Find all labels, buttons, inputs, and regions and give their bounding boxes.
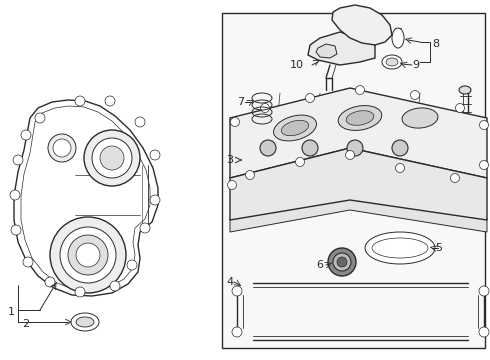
Polygon shape (332, 5, 392, 45)
Text: 7: 7 (237, 97, 244, 107)
Ellipse shape (273, 115, 317, 141)
Ellipse shape (76, 243, 100, 267)
Ellipse shape (392, 28, 404, 48)
Ellipse shape (479, 327, 489, 337)
Ellipse shape (105, 96, 115, 106)
Ellipse shape (50, 217, 126, 293)
Ellipse shape (322, 46, 332, 56)
Polygon shape (230, 88, 487, 178)
Ellipse shape (245, 171, 254, 180)
Ellipse shape (479, 286, 489, 296)
Ellipse shape (261, 104, 270, 113)
Ellipse shape (127, 260, 137, 270)
Ellipse shape (53, 139, 71, 157)
Ellipse shape (338, 105, 382, 130)
Text: 1: 1 (8, 307, 15, 317)
Ellipse shape (328, 248, 356, 276)
Ellipse shape (76, 317, 94, 327)
Ellipse shape (281, 120, 309, 136)
Ellipse shape (23, 257, 33, 267)
Ellipse shape (295, 158, 304, 166)
Ellipse shape (357, 24, 364, 32)
Ellipse shape (150, 195, 160, 205)
Ellipse shape (45, 277, 55, 287)
Ellipse shape (230, 117, 240, 126)
Ellipse shape (84, 130, 140, 186)
Ellipse shape (75, 96, 85, 106)
Ellipse shape (140, 223, 150, 233)
Text: 5: 5 (435, 243, 442, 253)
Ellipse shape (480, 161, 489, 170)
Polygon shape (222, 13, 485, 348)
Ellipse shape (382, 55, 402, 69)
Ellipse shape (110, 281, 120, 291)
Ellipse shape (150, 150, 160, 160)
Text: 4: 4 (226, 277, 233, 287)
Ellipse shape (13, 155, 23, 165)
Ellipse shape (260, 140, 276, 156)
Text: 6: 6 (316, 260, 323, 270)
Polygon shape (365, 232, 435, 264)
Polygon shape (316, 44, 337, 58)
Ellipse shape (345, 150, 354, 159)
Ellipse shape (302, 140, 318, 156)
Ellipse shape (48, 134, 76, 162)
Ellipse shape (480, 121, 489, 130)
Ellipse shape (10, 190, 20, 200)
Text: 3: 3 (226, 155, 233, 165)
Ellipse shape (75, 287, 85, 297)
Polygon shape (308, 32, 375, 65)
Ellipse shape (60, 227, 116, 283)
Ellipse shape (92, 138, 132, 178)
Ellipse shape (68, 235, 108, 275)
Ellipse shape (333, 253, 351, 271)
Ellipse shape (21, 130, 31, 140)
Text: 2: 2 (22, 319, 29, 329)
Ellipse shape (135, 117, 145, 127)
Ellipse shape (35, 113, 45, 123)
Ellipse shape (346, 111, 374, 125)
Ellipse shape (348, 16, 372, 40)
Text: 10: 10 (290, 60, 304, 70)
Ellipse shape (450, 174, 460, 183)
Text: 8: 8 (432, 39, 439, 49)
Ellipse shape (305, 94, 315, 103)
Ellipse shape (392, 140, 408, 156)
Text: 9: 9 (412, 60, 419, 70)
Ellipse shape (353, 21, 367, 35)
Polygon shape (14, 100, 158, 296)
Ellipse shape (386, 58, 398, 66)
Ellipse shape (227, 180, 237, 189)
Ellipse shape (100, 146, 124, 170)
Ellipse shape (395, 163, 405, 172)
Ellipse shape (71, 313, 99, 331)
Ellipse shape (402, 108, 438, 128)
Polygon shape (230, 196, 487, 232)
Ellipse shape (459, 86, 471, 94)
Ellipse shape (11, 225, 21, 235)
Ellipse shape (411, 90, 419, 99)
Ellipse shape (356, 86, 365, 95)
Ellipse shape (232, 286, 242, 296)
Ellipse shape (337, 257, 347, 267)
Ellipse shape (347, 140, 363, 156)
Polygon shape (230, 148, 487, 220)
Ellipse shape (232, 327, 242, 337)
Ellipse shape (456, 104, 465, 113)
